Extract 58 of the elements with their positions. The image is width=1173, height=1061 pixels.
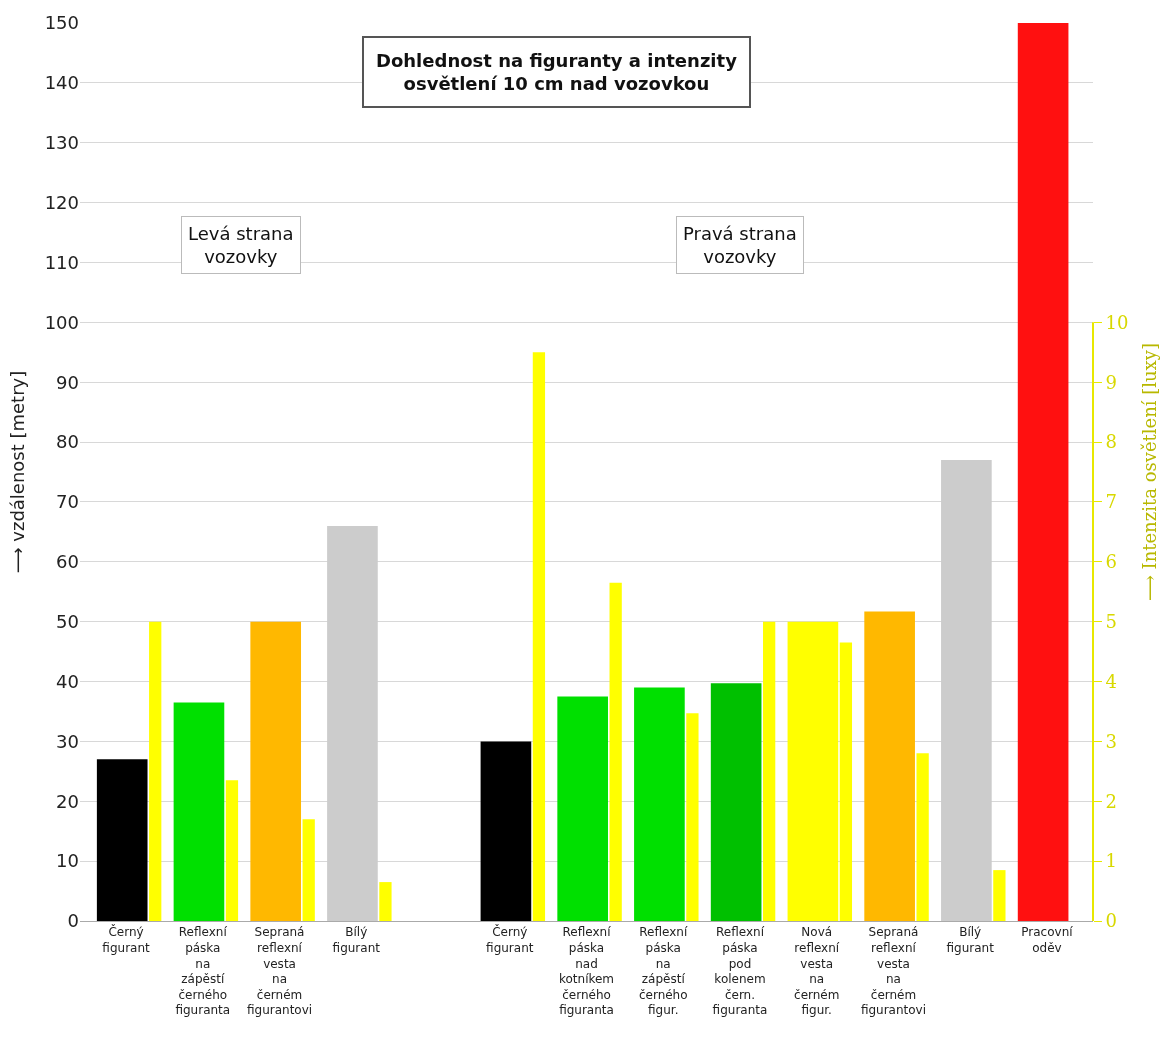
text: Dohlednost na figuranty a intenzity osvětlení 10 cm nad vozovkou bbox=[376, 50, 738, 95]
y2-tick-label: 0 bbox=[1105, 910, 1118, 932]
annotation: Levá strana vozovky bbox=[188, 223, 294, 268]
y-tick-label: 150 bbox=[44, 12, 79, 34]
y2-tick-label: 6 bbox=[1105, 551, 1118, 573]
y-tick-label: 30 bbox=[56, 730, 79, 752]
y2-tick-label: 10 bbox=[1105, 311, 1129, 333]
y2-tick-label: 2 bbox=[1105, 790, 1118, 812]
x-tick-label: Reflexní páska nad kotníkem černého figuranta bbox=[558, 925, 615, 1018]
y-tick-label: 90 bbox=[56, 371, 79, 393]
x-tick-label: Reflexní páska na zápěstí černého figuranta bbox=[175, 925, 231, 1018]
x-tick-label: Sepraná reflexní vesta na černém figurantovi bbox=[246, 925, 313, 1018]
x-tick-label: Sepraná reflexní vesta na černém figurantovi bbox=[860, 925, 927, 1018]
bar bbox=[480, 741, 532, 921]
bar bbox=[686, 713, 699, 921]
y-tick-label: 110 bbox=[44, 251, 79, 273]
y2-tick-label: 5 bbox=[1105, 610, 1118, 632]
y-tick-label: 130 bbox=[44, 132, 79, 154]
y-tick-label: 10 bbox=[56, 850, 79, 872]
bar bbox=[149, 621, 162, 921]
y2-tick-label: 4 bbox=[1105, 670, 1118, 692]
y-tick-label: 20 bbox=[56, 790, 79, 812]
y-tick-label: 60 bbox=[56, 551, 79, 573]
bar bbox=[532, 352, 546, 921]
annotation: Pravá strana vozovky bbox=[683, 223, 797, 268]
y-tick-label: 50 bbox=[56, 610, 79, 632]
x-tick-label: Bílý figurant bbox=[946, 925, 995, 955]
y-axis-title: ⟶ vzdálenost [metry] bbox=[6, 370, 28, 574]
bar bbox=[993, 870, 1006, 921]
x-tick-label: Bílý figurant bbox=[332, 925, 381, 955]
y2-tick-label: 9 bbox=[1105, 371, 1118, 393]
x-tick-label: Černý figurant bbox=[486, 924, 534, 955]
bar bbox=[379, 882, 392, 921]
bar bbox=[839, 642, 853, 921]
y-tick-label: 140 bbox=[44, 72, 79, 94]
x-tick-label: Nová reflexní vesta na černém figur. bbox=[794, 925, 840, 1018]
bar bbox=[763, 621, 776, 921]
x-tick-label: Pracovní oděv bbox=[1021, 925, 1074, 955]
bar bbox=[916, 753, 929, 921]
y-tick-label: 70 bbox=[56, 491, 79, 513]
y2-axis-title: ⟶ Intenzita osvětlení [luxy] bbox=[1138, 343, 1160, 601]
bar bbox=[609, 582, 622, 921]
y-tick-label: 0 bbox=[67, 910, 79, 932]
y-tick-label: 100 bbox=[44, 311, 79, 333]
y2-tick-label: 7 bbox=[1105, 491, 1118, 513]
x-tick-label: Černý figurant bbox=[102, 924, 151, 955]
bar bbox=[250, 621, 302, 921]
y2-tick-label: 8 bbox=[1105, 431, 1118, 453]
y-tick-label: 80 bbox=[56, 431, 79, 453]
bar bbox=[302, 819, 315, 921]
x-tick-label: Reflexní páska na zápěstí černého figur. bbox=[638, 925, 688, 1018]
y-tick-label: 120 bbox=[44, 191, 79, 213]
y2-tick-label: 1 bbox=[1105, 850, 1118, 872]
bar bbox=[225, 780, 239, 921]
y-tick-label: 40 bbox=[56, 670, 79, 692]
y2-tick-label: 3 bbox=[1105, 730, 1118, 752]
bar bbox=[1017, 23, 1069, 921]
x-tick-label: Reflexní páska pod kolenem čern. figuranta bbox=[712, 925, 768, 1018]
